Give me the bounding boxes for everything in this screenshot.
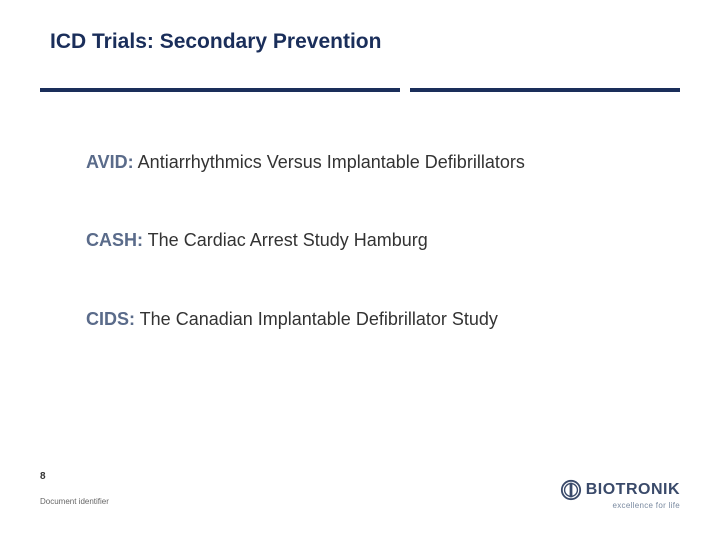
- document-identifier: Document identifier: [40, 497, 109, 506]
- trial-acronym: CIDS:: [86, 309, 135, 329]
- title-rule-right: [410, 88, 680, 92]
- title-rule-left: [40, 88, 400, 92]
- slide: ICD Trials: Secondary Prevention AVID: A…: [0, 0, 720, 540]
- trial-entry: CASH: The Cardiac Arrest Study Hamburg: [86, 228, 680, 252]
- slide-title: ICD Trials: Secondary Prevention: [50, 30, 381, 54]
- trial-expansion: Antiarrhythmics Versus Implantable Defib…: [134, 152, 525, 172]
- content-area: AVID: Antiarrhythmics Versus Implantable…: [86, 150, 680, 385]
- trial-acronym: AVID:: [86, 152, 134, 172]
- logo-tagline: excellence for life: [560, 501, 680, 510]
- page-number: 8: [40, 471, 46, 482]
- brand-logo: BIOTRONIK excellence for life: [560, 479, 680, 510]
- trial-expansion: The Cardiac Arrest Study Hamburg: [143, 230, 428, 250]
- logo-wordmark: BIOTRONIK: [586, 481, 680, 499]
- logo-row: BIOTRONIK: [560, 479, 680, 501]
- trial-entry: CIDS: The Canadian Implantable Defibrill…: [86, 307, 680, 331]
- trial-acronym: CASH:: [86, 230, 143, 250]
- biotronik-logo-icon: [560, 479, 582, 501]
- trial-expansion: The Canadian Implantable Defibrillator S…: [135, 309, 498, 329]
- trial-entry: AVID: Antiarrhythmics Versus Implantable…: [86, 150, 680, 174]
